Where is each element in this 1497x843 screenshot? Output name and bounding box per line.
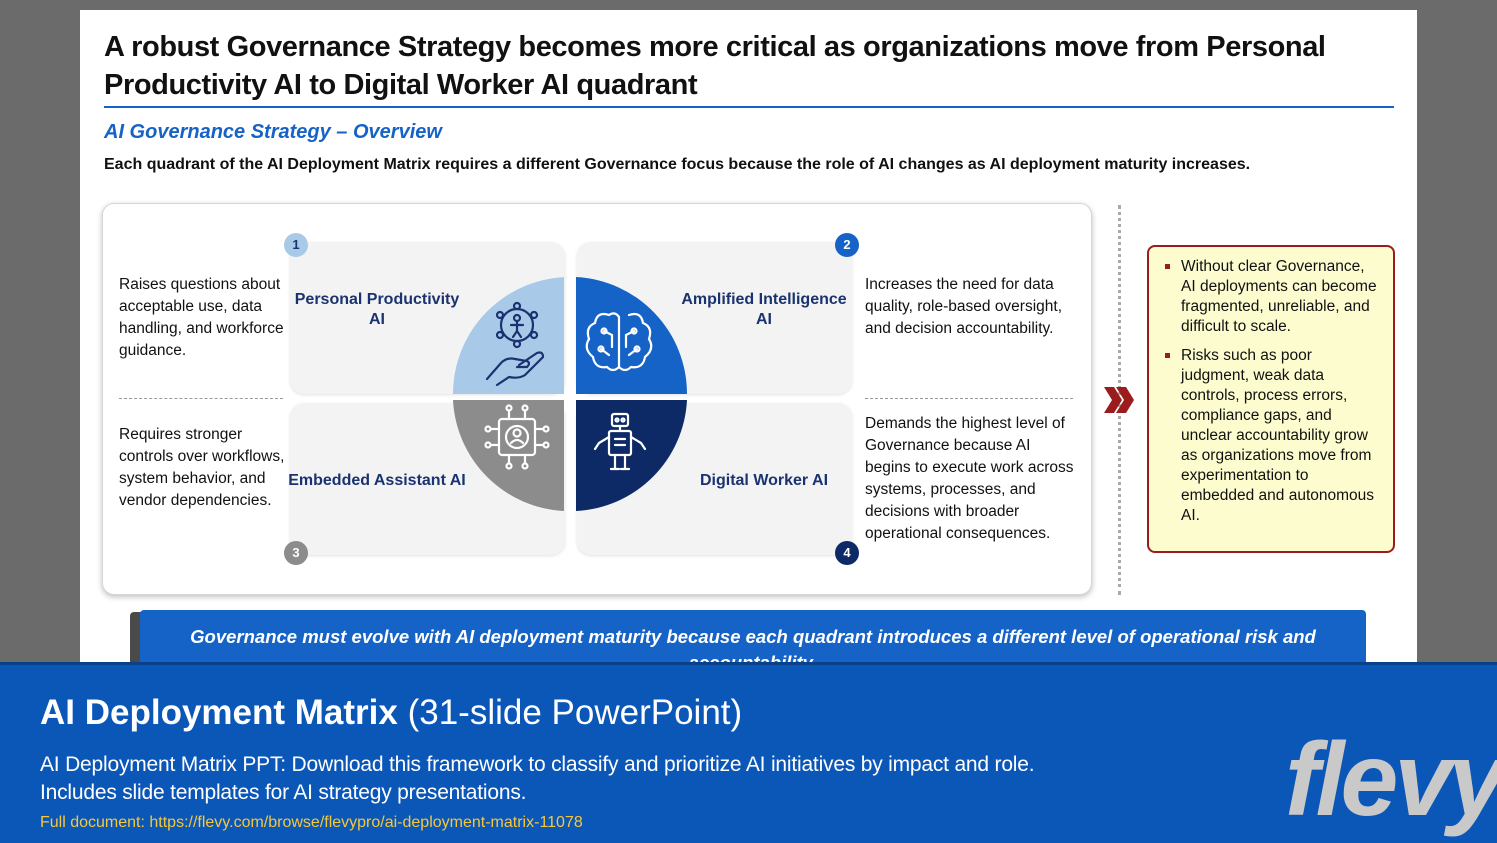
footer-title: AI Deployment Matrix (31-slide PowerPoin…: [40, 693, 742, 733]
quadrant-2-label: Amplified Intelligence AI: [681, 291, 847, 328]
robot-icon: [593, 412, 647, 471]
quadrant-3-description: Requires stronger controls over workflow…: [119, 426, 285, 509]
quadrant-1-segment: [453, 277, 570, 394]
double-chevron-icon: [1104, 387, 1134, 413]
quadrant-4-label: Digital Worker AI: [699, 472, 829, 489]
right-divider: [865, 398, 1073, 399]
quadrant-4-badge: 4: [835, 541, 859, 565]
quadrant-3-label: Embedded Assistant AI: [288, 472, 466, 489]
quadrant-wheel: [453, 277, 688, 511]
title-divider: [104, 106, 1394, 108]
footer: AI Deployment Matrix (31-slide PowerPoin…: [0, 662, 1497, 843]
quadrant-1-badge: 1: [284, 233, 308, 257]
lead-text: Each quadrant of the AI Deployment Matri…: [104, 156, 1251, 173]
brain-circuit-icon: [585, 312, 653, 372]
slide-title: A robust Governance Strategy becomes mor…: [104, 31, 1326, 101]
risk-item: Without clear Governance, AI deployments…: [1163, 257, 1381, 337]
quadrant-4-segment: [576, 400, 687, 511]
risk-callout: Without clear Governance, AI deployments…: [1147, 245, 1395, 553]
flevy-logo[interactable]: flevy: [1285, 722, 1497, 838]
left-divider: [119, 398, 283, 399]
quadrant-2-description: Increases the need for data quality, rol…: [865, 276, 1063, 337]
quadrant-3-badge: 3: [284, 541, 308, 565]
quadrant-2-segment: [576, 277, 688, 394]
footer-description: AI Deployment Matrix PPT: Download this …: [40, 753, 1035, 804]
quadrant-1-description: Raises questions about acceptable use, d…: [119, 276, 284, 359]
risk-item: Risks such as poor judgment, weak data c…: [1163, 346, 1381, 526]
slide-subtitle: AI Governance Strategy – Overview: [104, 121, 442, 143]
quadrant-2-badge: 2: [835, 233, 859, 257]
slide: A robust Governance Strategy becomes mor…: [80, 10, 1417, 710]
footer-document-link[interactable]: Full document: https://flevy.com/browse/…: [40, 814, 583, 831]
footer-title-light: (31-slide PowerPoint): [407, 693, 743, 732]
chip-user-icon: [484, 404, 550, 470]
quadrant-1-label: Personal Productivity AI: [294, 291, 460, 328]
quadrant-4-description: Demands the highest level of Governance …: [865, 415, 1074, 542]
hand-with-person-icon: [485, 301, 545, 387]
footer-title-bold: AI Deployment Matrix: [40, 693, 398, 732]
